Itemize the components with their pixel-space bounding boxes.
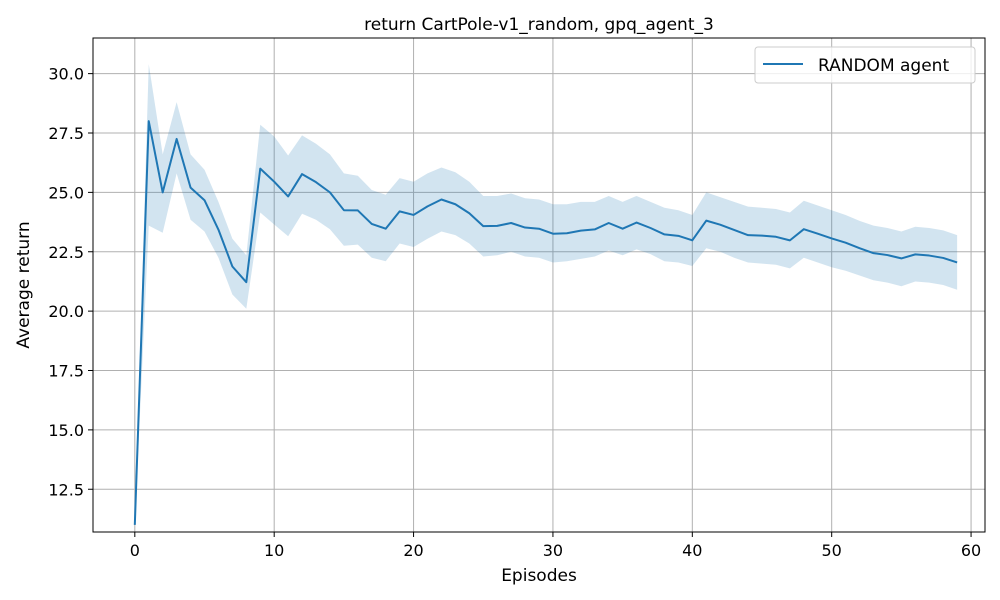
y-tick-label: 15.0 (48, 421, 84, 440)
y-tick-label: 30.0 (48, 65, 84, 84)
line-layer (133, 120, 958, 525)
band-layer (134, 64, 958, 525)
y-tick-label: 12.5 (48, 480, 84, 499)
x-tick-label: 0 (130, 541, 140, 560)
legend-box (754, 46, 976, 84)
series-line-0 (133, 120, 958, 525)
tick-layer: 0 10 20 30 40 50 60 12.5 15.0 17.5 20.0 22.5 25.0 27.… (48, 65, 981, 560)
y-tick-label: 25.0 (48, 183, 84, 202)
y-tick-label: 20.0 (48, 302, 84, 321)
grid-layer (93, 38, 985, 532)
x-tick-label: 30 (543, 541, 563, 560)
x-tick-label: 50 (822, 541, 842, 560)
y-tick-label: 17.5 (48, 362, 84, 381)
x-tick-label: 20 (403, 541, 423, 560)
y-axis-label: Average return (14, 221, 34, 348)
x-tick-label: 60 (961, 541, 981, 560)
plot-frame (92, 37, 986, 533)
legend-label-random-agent: RANDOM agent (818, 56, 949, 76)
x-axis-label: Episodes (501, 566, 577, 586)
x-tick-label: 40 (682, 541, 702, 560)
x-tick-label: 10 (264, 541, 284, 560)
chart-title: return CartPole-v1_random, gpq_agent_3 (364, 15, 714, 35)
confidence-band-series-0 (134, 64, 958, 525)
y-tick-label: 27.5 (48, 124, 84, 143)
y-tick-label: 22.5 (48, 243, 84, 262)
legend: RANDOM agent (754, 46, 976, 84)
